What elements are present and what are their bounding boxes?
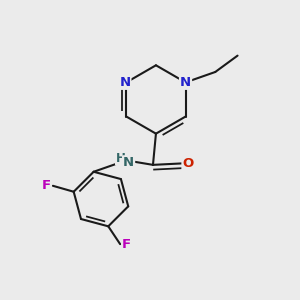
- Text: O: O: [182, 157, 194, 170]
- Text: F: F: [122, 238, 131, 250]
- Text: H: H: [116, 152, 126, 164]
- Text: F: F: [42, 179, 51, 192]
- Text: N: N: [180, 76, 191, 89]
- Text: N: N: [123, 156, 134, 169]
- Text: N: N: [119, 76, 130, 89]
